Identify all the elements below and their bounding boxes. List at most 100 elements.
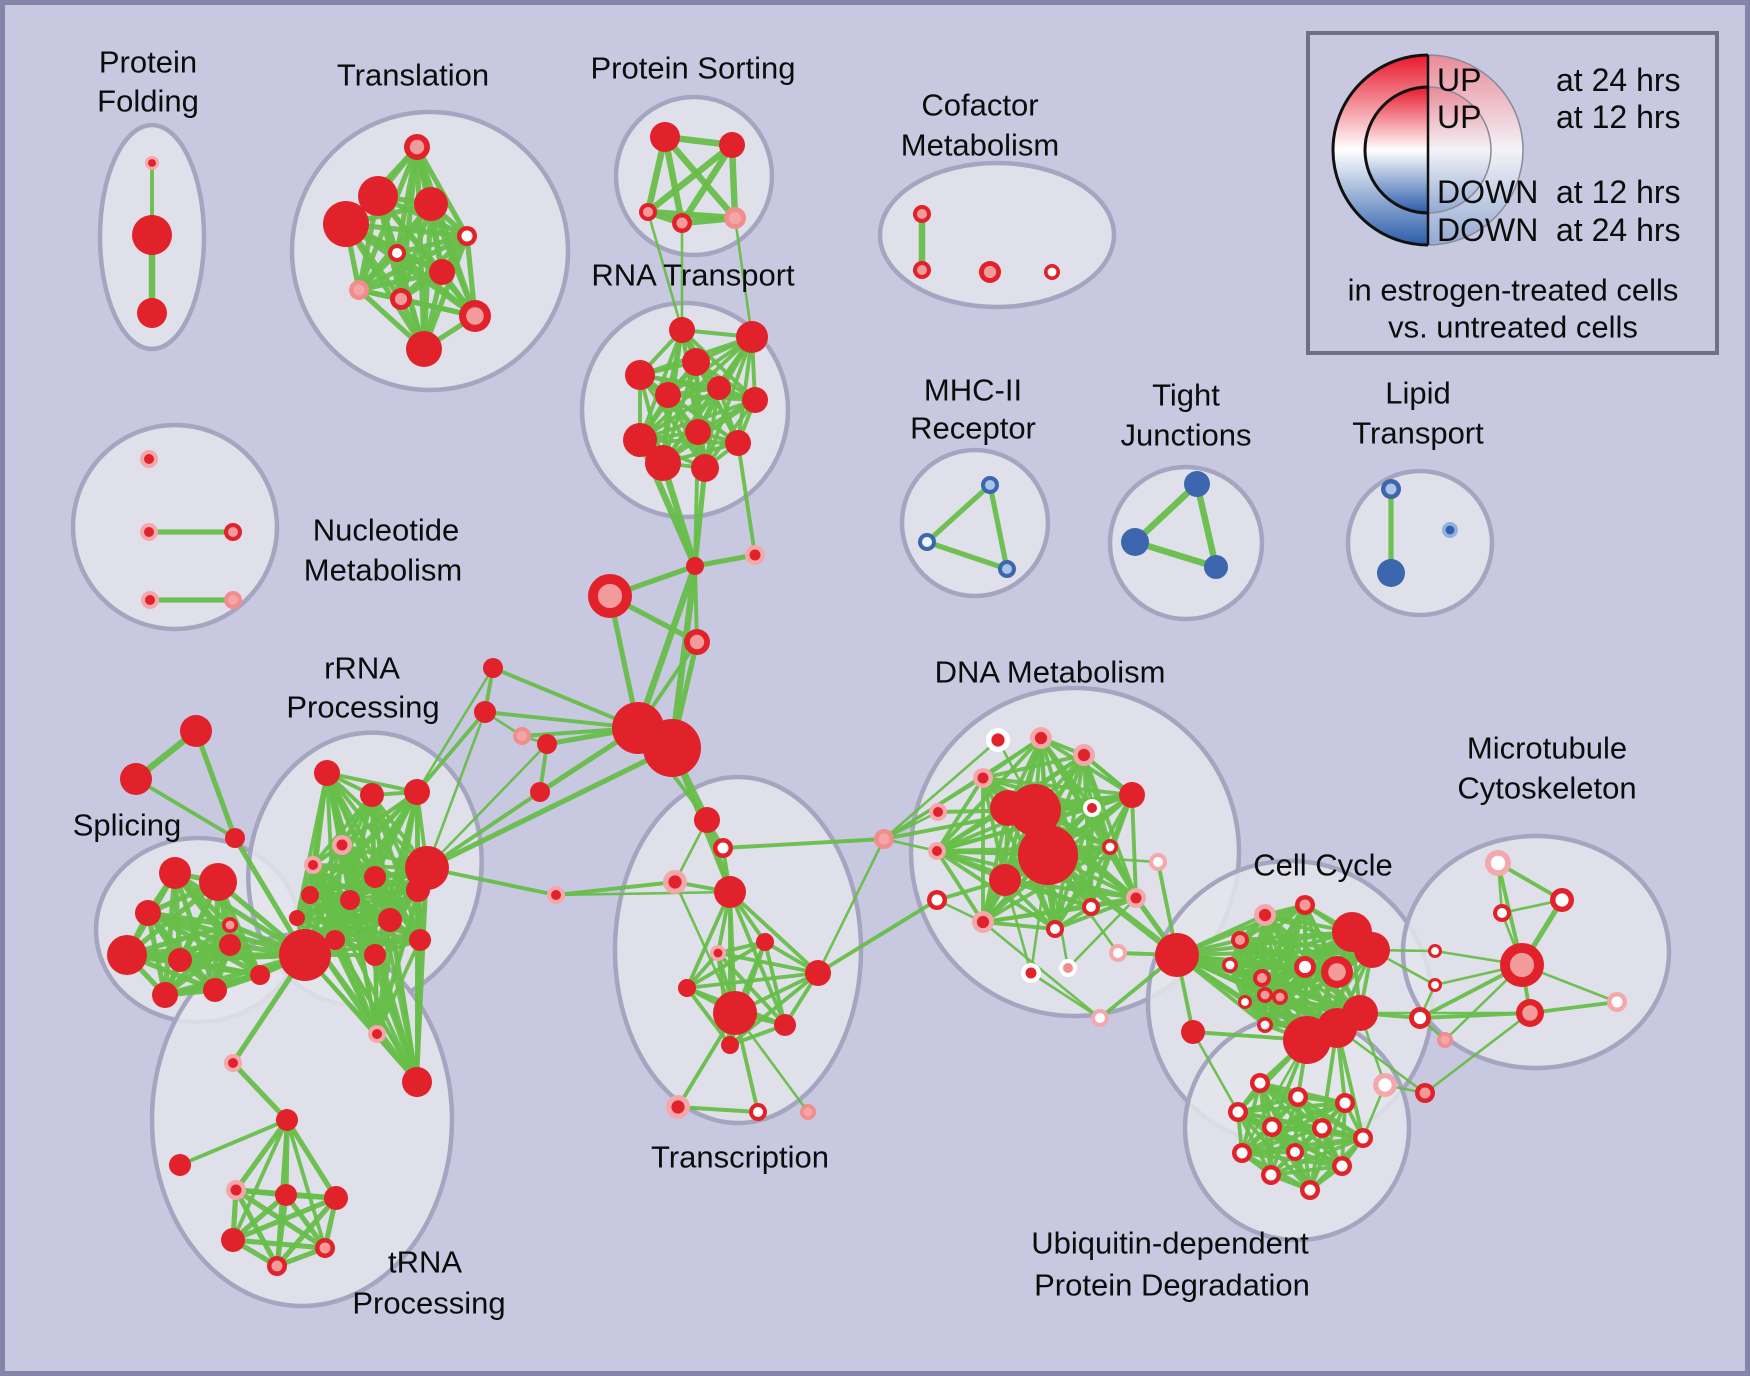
network-edge <box>375 938 422 1036</box>
network-node <box>1550 888 1574 912</box>
network-edge <box>685 940 767 990</box>
network-node <box>152 982 178 1008</box>
network-edge <box>394 250 478 319</box>
cluster-label: MHC-II <box>924 373 1022 408</box>
network-node <box>168 948 192 972</box>
network-node <box>368 1025 386 1043</box>
cluster-label: Folding <box>97 84 199 119</box>
network-edge <box>644 141 736 216</box>
network-edge <box>1423 1011 1532 1095</box>
network-edge <box>634 562 699 732</box>
network-node <box>691 454 719 482</box>
network-node <box>404 779 430 805</box>
network-node <box>918 533 936 551</box>
cluster-label: Lipid <box>1385 376 1451 411</box>
network-node <box>137 298 167 328</box>
network-node <box>1607 992 1627 1012</box>
network-node <box>672 213 692 233</box>
network-node <box>1046 920 1064 938</box>
network-node <box>1332 1156 1352 1176</box>
network-edge <box>716 951 787 1027</box>
cluster-label: Splicing <box>73 808 182 843</box>
legend-time: at 12 hrs <box>1556 174 1681 210</box>
network-edge <box>680 328 757 402</box>
network-edge <box>882 738 1000 841</box>
network-node <box>301 886 319 904</box>
network-edge <box>1293 1136 1365 1154</box>
network-edge <box>638 373 757 402</box>
network-edge <box>134 777 237 840</box>
network-edge <box>676 1105 760 1114</box>
network-node <box>474 701 496 723</box>
network-edge <box>1029 971 1102 1020</box>
network-node <box>226 1180 246 1200</box>
network-node <box>1082 898 1100 916</box>
network-node <box>1335 1093 1355 1113</box>
cluster-label: Protein Sorting <box>590 51 795 86</box>
network-edge <box>1053 845 1112 931</box>
network-node <box>713 991 757 1035</box>
network-node <box>1312 1118 1332 1138</box>
network-node <box>513 727 531 745</box>
cluster-label: Processing <box>286 690 439 725</box>
cluster-label: tRNA <box>388 1245 462 1280</box>
network-edge <box>935 776 985 853</box>
network-edge <box>981 776 1134 797</box>
network-node <box>1083 799 1101 817</box>
network-edge <box>733 216 754 339</box>
network-node <box>685 419 711 445</box>
network-edge <box>424 745 675 871</box>
network-node <box>1181 1020 1205 1044</box>
network-node <box>1415 1083 1435 1103</box>
cluster-label: DNA Metabolism <box>935 655 1166 690</box>
network-node <box>547 886 565 904</box>
network-node <box>684 629 710 655</box>
network-node <box>222 917 238 933</box>
network-node <box>1228 1102 1248 1122</box>
network-node <box>1257 1017 1273 1033</box>
network-node <box>986 728 1010 752</box>
network-edge <box>882 810 940 841</box>
cluster-label: Metabolism <box>901 128 1060 163</box>
network-node <box>721 1036 739 1054</box>
network-node <box>1373 1073 1397 1097</box>
network-node <box>929 803 947 821</box>
network-edge <box>981 920 1102 1020</box>
network-edge <box>646 210 684 332</box>
network-edge <box>668 562 699 752</box>
network-edge <box>693 430 700 568</box>
network-node <box>1442 522 1458 538</box>
network-node <box>724 207 746 229</box>
cluster-label: Protein <box>99 45 197 80</box>
network-edge <box>638 373 707 470</box>
network-edge <box>415 938 422 1084</box>
cluster-nucleotide-metabolism <box>70 422 280 632</box>
network-edge <box>415 710 487 794</box>
network-node <box>1437 1032 1453 1048</box>
network-edge <box>736 335 754 445</box>
network-node <box>1428 978 1442 992</box>
cluster-label: Cytoskeleton <box>1457 771 1636 806</box>
network-edge <box>685 890 732 990</box>
network-node <box>276 1109 298 1131</box>
network-node <box>180 715 212 747</box>
network-edge <box>1528 1000 1619 1015</box>
network-node <box>224 523 242 541</box>
network-node <box>414 187 448 221</box>
network-edge <box>230 1060 290 1123</box>
network-node <box>1300 1180 1320 1200</box>
network-node <box>1044 264 1060 280</box>
network-edge <box>1418 1011 1532 1020</box>
network-node <box>979 261 1001 283</box>
network-edge <box>311 793 374 867</box>
network-node <box>913 205 931 223</box>
network-node <box>267 1256 287 1276</box>
network-edge <box>721 837 886 850</box>
network-node <box>304 856 322 874</box>
network-node <box>1409 1007 1431 1029</box>
network-node <box>135 900 161 926</box>
cluster-label: Transcription <box>651 1140 829 1175</box>
network-node <box>973 768 993 788</box>
network-node <box>913 261 931 279</box>
network-node <box>1377 559 1405 587</box>
